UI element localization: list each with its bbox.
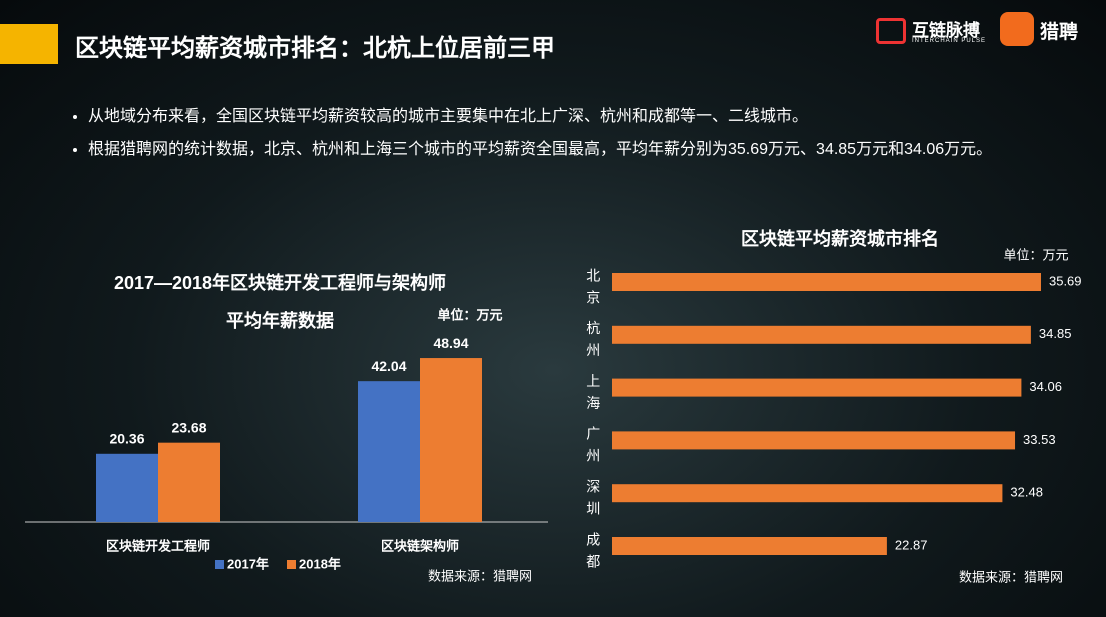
bar: [420, 358, 482, 522]
x-tick-label: 区块链架构师: [381, 538, 459, 553]
y-tick-label: 杭州: [585, 321, 601, 365]
value-label: 48.94: [433, 335, 468, 351]
x-tick-label: 区块链开发工程师: [106, 538, 210, 553]
y-tick-label: 成都: [585, 532, 601, 576]
bar: [358, 381, 420, 522]
chart-title: 区块链平均薪资城市排名: [741, 228, 939, 249]
legend-label: 2018年: [299, 556, 341, 571]
recruiter-icon: [1000, 12, 1034, 46]
value-label: 34.85: [1039, 326, 1072, 341]
value-label: 23.68: [171, 419, 206, 435]
bar: [158, 442, 220, 522]
bar: [612, 273, 1041, 291]
y-tick-label: 广州: [585, 426, 601, 470]
bar: [612, 484, 1003, 503]
y-tick-label: 北京: [585, 268, 601, 312]
bar: [96, 453, 158, 522]
value-label: 22.87: [895, 537, 928, 552]
chart-subtitle: 平均年薪数据: [226, 310, 334, 331]
bar: [612, 537, 887, 555]
chart-title: 2017—2018年区块链开发工程师与架构师: [114, 272, 446, 293]
accent-bar: [0, 24, 58, 64]
value-label: 42.04: [371, 358, 406, 374]
bar: [612, 378, 1022, 397]
legend-label: 2017年: [227, 556, 269, 571]
source: 数据来源：猎聘网: [959, 569, 1063, 584]
value-label: 20.36: [109, 430, 144, 446]
recruiter-name: 猎聘: [1040, 22, 1079, 43]
y-tick-label: 上海: [585, 374, 601, 418]
bullet: 根据猎聘网的统计数据，北京、杭州和上海三个城市的平均薪资全国最高，平均年薪分别为…: [88, 133, 1078, 166]
bar: [612, 325, 1031, 344]
value-label: 34.06: [1029, 379, 1062, 394]
brand-icon: [876, 18, 906, 44]
bullet: 从地域分布来看，全国区块链平均薪资较高的城市主要集中在北上广深、杭州和成都等一、…: [88, 100, 1078, 133]
value-label: 32.48: [1010, 485, 1043, 500]
unit-label: 单位：万元: [1003, 247, 1068, 262]
unit-label: 单位：万元: [437, 307, 502, 322]
bar: [612, 431, 1016, 450]
y-tick-label: 深圳: [585, 479, 601, 523]
brand-sub: INTERCHAIN PULSE: [912, 38, 987, 44]
value-label: 35.69: [1049, 273, 1082, 288]
source: 数据来源：猎聘网: [428, 568, 532, 583]
brand-name: 互链脉搏: [912, 21, 980, 40]
legend-swatch: [287, 560, 296, 569]
legend-swatch: [215, 560, 224, 569]
bullet-list: 从地域分布来看，全国区块链平均薪资较高的城市主要集中在北上广深、杭州和成都等一、…: [62, 100, 1078, 166]
slide-title: 区块链平均薪资城市排名：北杭上位居前三甲: [75, 35, 555, 62]
value-label: 33.53: [1023, 432, 1056, 447]
